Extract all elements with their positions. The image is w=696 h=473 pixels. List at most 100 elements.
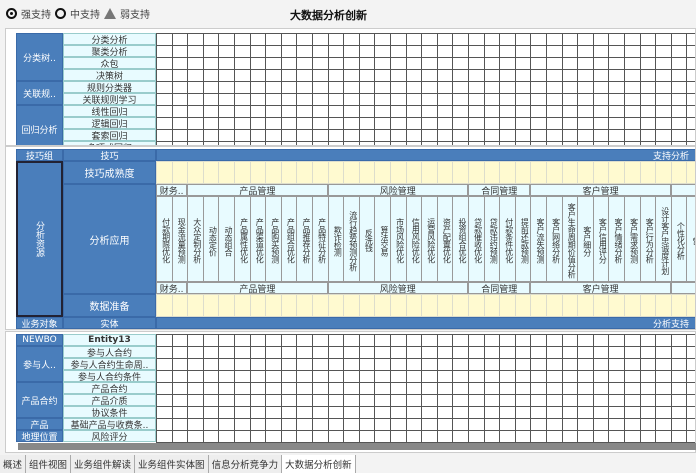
- data-prep-cell[interactable]: [358, 294, 376, 317]
- matrix-cell[interactable]: [530, 430, 547, 443]
- maturity-cell[interactable]: [530, 161, 547, 184]
- data-prep-cell[interactable]: [405, 294, 423, 317]
- maturity-cell[interactable]: [234, 161, 251, 184]
- sheet-tab[interactable]: 大数据分析创新: [282, 455, 356, 473]
- maturity-cell[interactable]: [421, 161, 438, 184]
- data-prep-cell[interactable]: [686, 294, 695, 317]
- maturity-cell[interactable]: [249, 161, 267, 184]
- maturity-cell[interactable]: [280, 161, 298, 184]
- matrix-cell[interactable]: [577, 430, 594, 443]
- maturity-cell[interactable]: [358, 161, 376, 184]
- matrix-cell[interactable]: [218, 430, 235, 443]
- matrix-cell[interactable]: [546, 430, 563, 443]
- data-prep-cell[interactable]: [171, 294, 189, 317]
- matrix-cell[interactable]: [343, 430, 360, 443]
- data-prep-cell[interactable]: [280, 294, 298, 317]
- maturity-cell[interactable]: [390, 161, 407, 184]
- data-prep-cell[interactable]: [390, 294, 407, 317]
- maturity-cell[interactable]: [608, 161, 625, 184]
- matrix-cell[interactable]: [499, 430, 516, 443]
- data-prep-cell[interactable]: [249, 294, 267, 317]
- matrix-cell[interactable]: [561, 430, 579, 443]
- matrix-cell[interactable]: [249, 430, 267, 443]
- data-prep-cell[interactable]: [187, 294, 204, 317]
- maturity-cell[interactable]: [187, 161, 204, 184]
- maturity-cell[interactable]: [202, 161, 220, 184]
- matrix-cell[interactable]: [358, 430, 376, 443]
- maturity-cell[interactable]: [670, 161, 688, 184]
- data-prep-cell[interactable]: [312, 294, 329, 317]
- matrix-cell[interactable]: [327, 430, 345, 443]
- horizontal-scrollbar[interactable]: [18, 443, 696, 450]
- data-prep-cell[interactable]: [452, 294, 469, 317]
- data-prep-cell[interactable]: [234, 294, 251, 317]
- data-prep-cell[interactable]: [296, 294, 313, 317]
- maturity-cell[interactable]: [452, 161, 469, 184]
- maturity-cell[interactable]: [156, 161, 173, 184]
- matrix-cell[interactable]: [452, 430, 469, 443]
- data-prep-cell[interactable]: [265, 294, 282, 317]
- sheet-tab[interactable]: 概述: [0, 455, 27, 473]
- maturity-cell[interactable]: [374, 161, 391, 184]
- maturity-cell[interactable]: [561, 161, 579, 184]
- data-prep-cell[interactable]: [374, 294, 391, 317]
- maturity-cell[interactable]: [312, 161, 329, 184]
- data-prep-cell[interactable]: [592, 294, 610, 317]
- matrix-cell[interactable]: [655, 430, 672, 443]
- matrix-cell[interactable]: [608, 430, 625, 443]
- maturity-cell[interactable]: [499, 161, 516, 184]
- data-prep-cell[interactable]: [343, 294, 360, 317]
- matrix-cell[interactable]: [405, 430, 423, 443]
- matrix-cell[interactable]: [468, 430, 485, 443]
- maturity-cell[interactable]: [655, 161, 672, 184]
- data-prep-cell[interactable]: [202, 294, 220, 317]
- maturity-cell[interactable]: [343, 161, 360, 184]
- matrix-cell[interactable]: [686, 430, 695, 443]
- maturity-cell[interactable]: [624, 161, 641, 184]
- matrix-cell[interactable]: [202, 430, 220, 443]
- maturity-cell[interactable]: [171, 161, 189, 184]
- data-prep-cell[interactable]: [670, 294, 688, 317]
- data-prep-cell[interactable]: [468, 294, 485, 317]
- maturity-cell[interactable]: [592, 161, 610, 184]
- matrix-cell[interactable]: [390, 430, 407, 443]
- maturity-cell[interactable]: [483, 161, 501, 184]
- maturity-cell[interactable]: [296, 161, 313, 184]
- maturity-cell[interactable]: [639, 161, 657, 184]
- matrix-cell[interactable]: [312, 430, 329, 443]
- data-prep-cell[interactable]: [421, 294, 438, 317]
- maturity-cell[interactable]: [436, 161, 454, 184]
- maturity-cell[interactable]: [405, 161, 423, 184]
- data-prep-cell[interactable]: [561, 294, 579, 317]
- data-prep-cell[interactable]: [624, 294, 641, 317]
- matrix-cell[interactable]: [670, 430, 688, 443]
- data-prep-cell[interactable]: [327, 294, 345, 317]
- maturity-cell[interactable]: [327, 161, 345, 184]
- data-prep-cell[interactable]: [483, 294, 501, 317]
- data-prep-cell[interactable]: [577, 294, 594, 317]
- data-prep-cell[interactable]: [546, 294, 563, 317]
- sheet-tab[interactable]: 业务组件解读: [71, 455, 136, 473]
- sheet-tab[interactable]: 信息分析竞争力: [208, 455, 283, 473]
- matrix-cell[interactable]: [514, 430, 532, 443]
- maturity-cell[interactable]: [468, 161, 485, 184]
- matrix-cell[interactable]: [187, 430, 204, 443]
- matrix-cell[interactable]: [624, 430, 641, 443]
- maturity-cell[interactable]: [514, 161, 532, 184]
- data-prep-cell[interactable]: [218, 294, 235, 317]
- matrix-cell[interactable]: [639, 430, 657, 443]
- matrix-cell[interactable]: [280, 430, 298, 443]
- data-prep-cell[interactable]: [436, 294, 454, 317]
- maturity-cell[interactable]: [265, 161, 282, 184]
- data-prep-cell[interactable]: [514, 294, 532, 317]
- sheet-tab[interactable]: 组件视图: [26, 455, 72, 473]
- matrix-cell[interactable]: [483, 430, 501, 443]
- matrix-cell[interactable]: [296, 430, 313, 443]
- matrix-cell[interactable]: [421, 430, 438, 443]
- data-prep-cell[interactable]: [156, 294, 173, 317]
- matrix-cell[interactable]: [156, 430, 173, 443]
- matrix-cell[interactable]: [436, 430, 454, 443]
- data-prep-cell[interactable]: [499, 294, 516, 317]
- data-prep-cell[interactable]: [655, 294, 672, 317]
- matrix-cell[interactable]: [265, 430, 282, 443]
